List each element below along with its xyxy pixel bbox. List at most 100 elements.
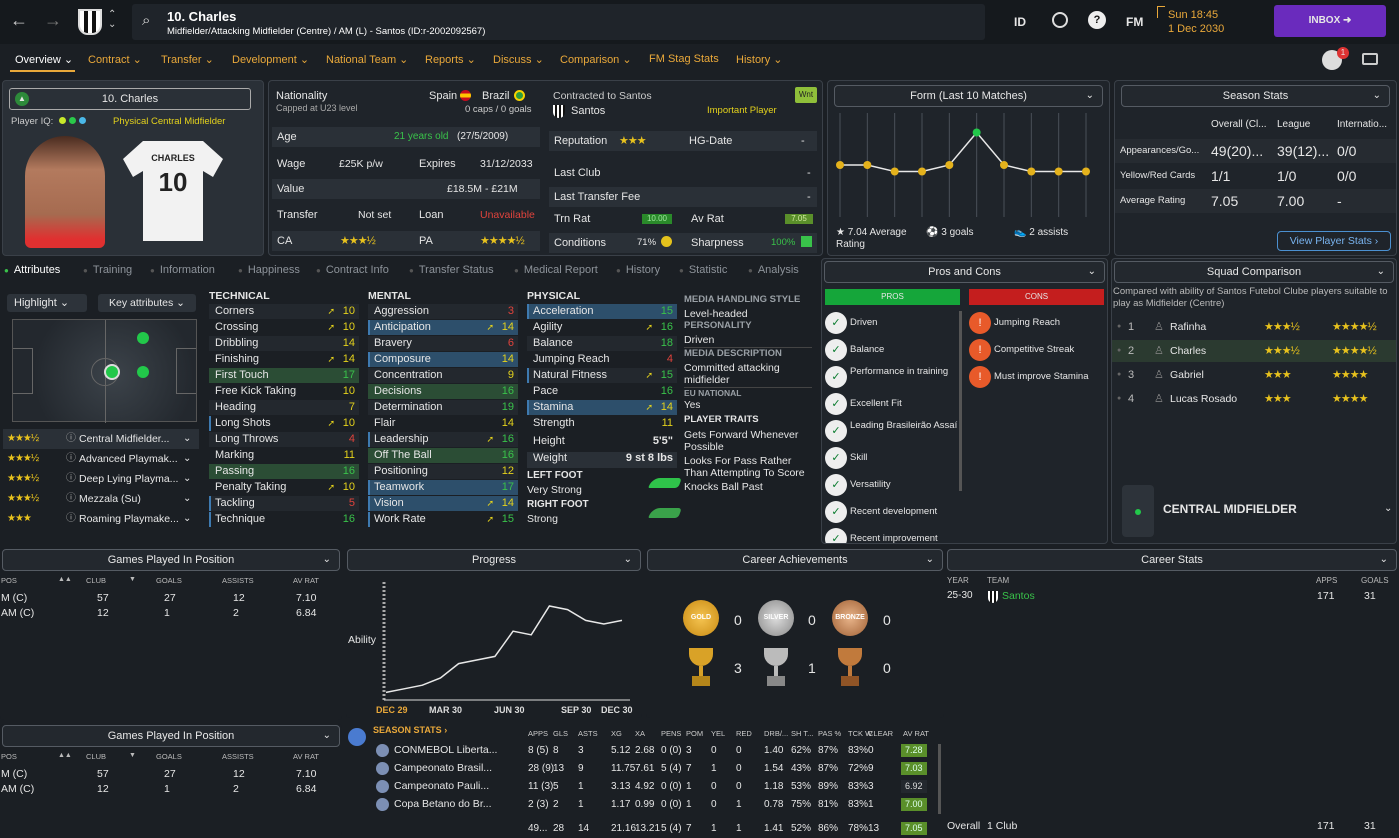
progress-header[interactable]: Progress ⌄ [347, 549, 641, 571]
tab-statistic[interactable]: ● Statistic [679, 264, 727, 276]
attribute-row[interactable]: Crossing ➚ 10 [209, 320, 359, 335]
attribute-row[interactable]: Technique 16 [209, 512, 359, 527]
tab-information[interactable]: ● Information [150, 264, 215, 276]
attribute-row[interactable]: Natural Fitness ➚ 15 [527, 368, 677, 383]
highlight-dropdown[interactable]: Highlight ⌄ [7, 294, 87, 312]
chevron-down-icon[interactable]: ⌄ [183, 433, 192, 444]
tab-training[interactable]: ● Training [83, 264, 132, 276]
attribute-row[interactable]: Strength 11 [527, 416, 677, 431]
attribute-row[interactable]: Composure 14 [368, 352, 518, 367]
nav-development[interactable]: Development ⌄ [232, 54, 310, 66]
scrollbar[interactable] [959, 311, 962, 491]
nav-transfer[interactable]: Transfer ⌄ [161, 54, 214, 66]
season-stats-row[interactable]: CONMEBOL Liberta... 8 (5) 8 3 5.12 2.68 0 (0) 3… [346, 742, 942, 759]
season-col-header[interactable]: CLEAR [868, 729, 894, 738]
gpip-row[interactable]: M (C) 57 27 12 7.10 [0, 768, 340, 783]
nav-national-team[interactable]: National Team ⌄ [326, 54, 409, 66]
season-col-header[interactable]: PAS % [818, 729, 842, 738]
attribute-row[interactable]: Agility ➚ 16 [527, 320, 677, 335]
season-col-header[interactable]: YEL [711, 729, 726, 738]
attribute-row[interactable]: Flair 14 [368, 416, 518, 431]
tab-contract-info[interactable]: ● Contract Info [316, 264, 389, 276]
monitor-icon[interactable] [1362, 53, 1378, 65]
tab-medical-report[interactable]: ● Medical Report [514, 264, 598, 276]
forward-icon[interactable]: → [44, 10, 62, 30]
scrollbar[interactable] [938, 744, 941, 814]
attribute-row[interactable]: Balance 18 [527, 336, 677, 351]
achievements-header[interactable]: Career Achievements ⌄ [647, 549, 943, 571]
fm-menu-button[interactable]: FM [1126, 15, 1144, 29]
attribute-row[interactable]: Passing 16 [209, 464, 359, 479]
attribute-row[interactable]: Aggression 3 [368, 304, 518, 319]
nav-reports[interactable]: Reports ⌄ [425, 54, 476, 66]
key-attributes-dropdown[interactable]: Key attributes ⌄ [98, 294, 196, 312]
role-row[interactable]: ★★★½ ⓘ Central Midfielder... ⌄ [3, 429, 199, 449]
season-col-header[interactable]: XG [611, 729, 622, 738]
season-col-header[interactable]: POM [686, 729, 704, 738]
tab-analysis[interactable]: ● Analysis [748, 264, 799, 276]
chevron-down-icon[interactable]: ⌄ [183, 493, 192, 504]
attribute-row[interactable]: Finishing ➚ 14 [209, 352, 359, 367]
career-row[interactable]: 25-30 Santos 171 31 [946, 590, 1398, 606]
inbox-button[interactable]: INBOX ➜ [1274, 5, 1386, 37]
attribute-row[interactable]: Vision ➚ 14 [368, 496, 518, 511]
nav-overview[interactable]: Overview ⌄ [15, 54, 74, 66]
games-position-header[interactable]: Games Played In Position ⌄ [2, 549, 340, 571]
season-col-header[interactable]: XA [635, 729, 646, 738]
attribute-row[interactable]: Positioning 12 [368, 464, 518, 479]
chevron-down-icon[interactable]: ⌄ [183, 453, 192, 464]
attribute-row[interactable]: Anticipation ➚ 14 [368, 320, 518, 335]
game-date[interactable]: 1 Dec 2030 [1168, 23, 1225, 35]
season-stats-link[interactable]: SEASON STATS › [373, 725, 448, 735]
games-position-header-2[interactable]: Games Played In Position ⌄ [2, 725, 340, 747]
tab-happiness[interactable]: ● Happiness [238, 264, 300, 276]
role-row[interactable]: ★★★ ⓘ Roaming Playmake... ⌄ [3, 509, 199, 524]
attribute-row[interactable]: Corners ➚ 10 [209, 304, 359, 319]
nav-fm-stag-stats[interactable]: FM Stag Stats [649, 53, 719, 65]
chevron-down-icon[interactable]: ⌄ [183, 473, 192, 484]
attribute-row[interactable]: Decisions 16 [368, 384, 518, 399]
attribute-row[interactable]: Jumping Reach 4 [527, 352, 677, 367]
back-icon[interactable]: ← [10, 10, 28, 30]
attribute-row[interactable]: Dribbling 14 [209, 336, 359, 351]
attribute-row[interactable]: Penalty Taking ➚ 10 [209, 480, 359, 495]
pros-cons-header[interactable]: Pros and Cons ⌄ [824, 261, 1105, 283]
season-col-header[interactable]: PENS [661, 729, 682, 738]
squad-row[interactable]: ● 4 ♙ Lucas Rosado ★★★ ★★★★ [1112, 388, 1396, 410]
player-search-bar[interactable]: ⌕ 10. Charles Midfielder/Attacking Midfi… [132, 4, 985, 40]
season-col-header[interactable]: APPS [528, 729, 549, 738]
season-stats-row[interactable]: Campeonato Pauli... 11 (3) 5 1 3.13 4.92 0 (0)… [346, 778, 942, 795]
attribute-row[interactable]: Tackling 5 [209, 496, 359, 511]
season-stats-header[interactable]: Season Stats ⌄ [1121, 85, 1390, 107]
squad-row[interactable]: ● 1 ♙ Rafinha ★★★½ ★★★★½ [1112, 316, 1396, 338]
squad-comparison-header[interactable]: Squad Comparison ⌄ [1114, 261, 1394, 283]
tab-history[interactable]: ● History [616, 264, 660, 276]
attribute-row[interactable]: Stamina ➚ 14 [527, 400, 677, 415]
attribute-row[interactable]: First Touch 17 [209, 368, 359, 383]
attribute-row[interactable]: Pace 16 [527, 384, 677, 399]
nav-discuss[interactable]: Discuss ⌄ [493, 54, 544, 66]
id-button[interactable]: ID [1014, 15, 1026, 29]
gpip-row[interactable]: AM (C) 12 1 2 6.84 [0, 607, 340, 622]
form-header[interactable]: Form (Last 10 Matches) ⌄ [834, 85, 1103, 107]
tab-attributes[interactable]: ● Attributes [4, 264, 60, 276]
view-player-stats-button[interactable]: View Player Stats › [1277, 231, 1391, 251]
squad-row[interactable]: ● 3 ♙ Gabriel ★★★ ★★★★ [1112, 364, 1396, 386]
chevron-updown-icon[interactable]: ⌃ ⌄ [108, 9, 117, 30]
role-row[interactable]: ★★★½ ⓘ Advanced Playmak... ⌄ [3, 449, 199, 469]
season-stats-row[interactable]: Copa Betano do Br... 2 (3) 2 1 1.17 0.99 0 (0)… [346, 796, 942, 813]
gpip-row[interactable]: M (C) 57 27 12 7.10 [0, 592, 340, 607]
attribute-row[interactable]: Off The Ball 16 [368, 448, 518, 463]
season-col-header[interactable]: ASTS [578, 729, 598, 738]
season-col-header[interactable]: AV RAT [903, 729, 929, 738]
attribute-row[interactable]: Free Kick Taking 10 [209, 384, 359, 399]
attribute-row[interactable]: Acceleration 15 [527, 304, 677, 319]
attribute-row[interactable]: Concentration 9 [368, 368, 518, 383]
club-name[interactable]: Santos [571, 105, 606, 117]
chevron-down-icon[interactable]: ⌄ [183, 513, 192, 524]
season-col-header[interactable]: SH T... [791, 729, 814, 738]
season-col-header[interactable]: TCK W [848, 729, 873, 738]
help-icon[interactable]: ? [1088, 11, 1106, 29]
career-stats-header[interactable]: Career Stats ⌄ [947, 549, 1397, 571]
gpip-row[interactable]: AM (C) 12 1 2 6.84 [0, 783, 340, 798]
